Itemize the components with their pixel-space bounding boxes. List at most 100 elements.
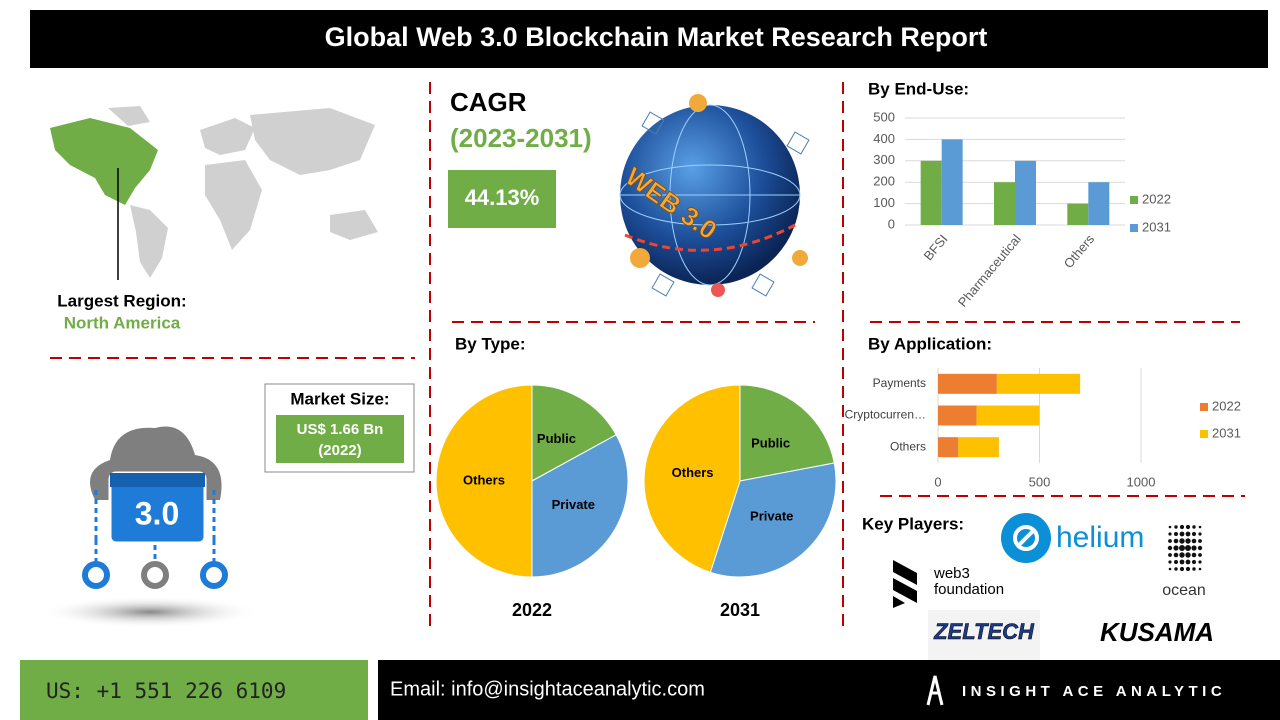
ocean-dot [1191,538,1197,544]
phone-bar [20,660,368,720]
market-size-year: (2022) [318,442,361,459]
bar [941,139,963,225]
ocean-dot [1185,566,1191,572]
ocean-dot [1185,531,1191,537]
pie-slice [643,384,741,573]
pie-slice [435,384,533,578]
pie-slice [709,462,837,578]
legend-label: 2031 [1212,425,1241,440]
legend-swatch [1130,224,1138,232]
web3-icon [40,426,260,628]
ocean-dot [1173,545,1179,551]
ocean-text: ocean [1162,582,1206,599]
bar [994,182,1015,225]
bar [1088,182,1110,225]
x-tick-label: BFSI [921,231,951,263]
ocean-dot [1168,525,1172,529]
y-tick-label: 300 [873,152,895,167]
page-title: Global Web 3.0 Blockchain Market Researc… [325,22,988,52]
ocean-dot [1174,532,1178,536]
icon-text: 3.0 [135,495,179,531]
email-bar [378,660,1280,720]
slice-label: Private [750,508,793,523]
ocean-logo [1167,524,1203,572]
zeltech-logo [928,610,1040,660]
ocean-dot [1179,545,1185,551]
x-tick-label: Pharmaceutical [955,231,1024,309]
bar [1015,160,1036,225]
bar-segment [976,405,1040,426]
ocean-dot [1179,531,1185,537]
bar [920,160,942,225]
ocean-dot [1173,552,1179,558]
y-tick-label: 100 [873,195,895,210]
pie-slice [531,384,617,482]
legend-swatch [1200,403,1208,411]
ocean-dot [1191,545,1197,551]
ocean-dot [1168,553,1172,557]
y-tick-label: Others [890,439,926,453]
brand: INSIGHT ACE ANALYTIC [962,683,1226,700]
slice-label: Others [672,465,714,480]
ocean-dot [1167,545,1173,551]
x-tick-label: 1000 [1127,474,1156,489]
kusama-text: KUSAMA [1100,617,1214,647]
phone: US: +1 551 226 6109 [46,679,286,703]
ocean-dot [1185,538,1191,544]
ocean-dot [1173,538,1179,544]
y-tick-label: 400 [873,131,895,146]
ocean-dot [1198,567,1202,571]
region-label: Largest Region: [57,291,186,310]
header-bar [30,10,1268,68]
y-tick-label: 200 [873,174,895,189]
ocean-dot [1191,552,1197,558]
pie-caption: 2031 [720,600,760,620]
x-tick-label: 500 [1029,474,1051,489]
legend-label: 2031 [1142,219,1171,234]
bar-segment [996,373,1081,394]
legend-label: 2022 [1142,191,1171,206]
ocean-dot [1198,560,1202,564]
pie-slice [739,384,835,482]
ocean-dot [1198,532,1202,536]
ocean-dot [1168,560,1172,564]
ocean-dot [1192,560,1196,564]
slice-label: Private [552,497,595,512]
bar-segment [938,437,959,458]
email: Email: info@insightaceanalytic.com [390,678,705,700]
legend-swatch [1200,430,1208,438]
ocean-dot [1185,524,1191,530]
ocean-dot [1179,559,1185,565]
ocean-dot [1185,545,1191,551]
zeltech-text: ZELTECH [933,619,1035,644]
helium-text: helium [1056,521,1144,554]
legend-label: 2022 [1212,398,1241,413]
ocean-dot [1197,545,1203,551]
market-size-badge [276,415,404,463]
web3-foundation-logo [893,560,917,608]
ocean-dot [1192,532,1196,536]
y-tick-label: 500 [873,109,895,124]
ocean-dot [1192,567,1196,571]
world-map [50,106,378,278]
bar-segment [938,373,997,394]
slice-label: Others [463,472,505,487]
bar-segment [958,437,999,458]
market-size-value: US$ 1.66 Bn [297,421,384,438]
legend-swatch [1130,196,1138,204]
pie-caption: 2022 [512,600,552,620]
chart-title: By Application: [868,334,992,353]
web3-text: foundation [934,581,1004,598]
slice-label: Public [537,431,576,446]
ocean-dot [1174,525,1178,529]
y-tick-label: 0 [888,216,895,231]
helium-logo [1001,513,1051,563]
ocean-dot [1179,524,1185,530]
ocean-dot [1174,560,1178,564]
web3-text: web3 [933,565,970,582]
ocean-dot [1179,552,1185,558]
by-type-title: By Type: [455,334,526,353]
cagr-value: 44.13% [465,185,540,210]
market-size-label: Market Size: [290,389,389,408]
